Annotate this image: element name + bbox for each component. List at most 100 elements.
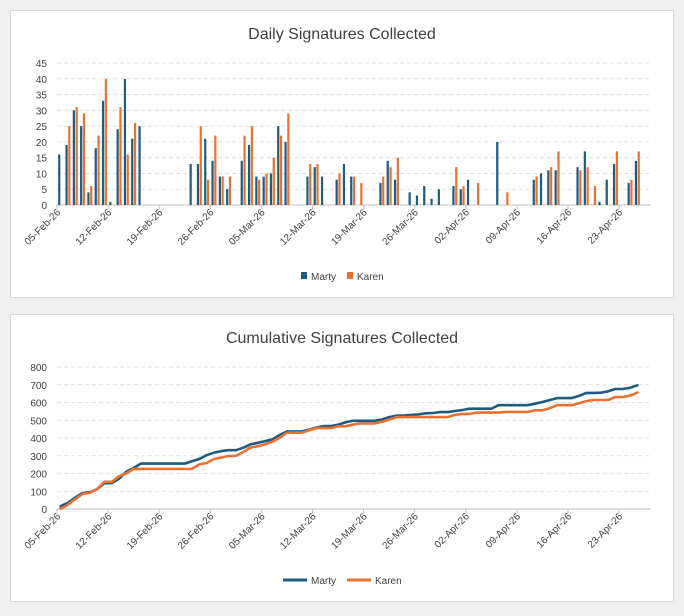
- x-tick-label: 09-Apr-26: [484, 511, 524, 551]
- bar-karen: [287, 113, 290, 205]
- bar-karen: [615, 151, 618, 205]
- bar-marty: [87, 192, 90, 205]
- bar-karen: [579, 170, 582, 205]
- y-tick-label: 300: [30, 452, 47, 463]
- bar-marty: [627, 182, 630, 205]
- x-tick-label: 12-Mar-26: [278, 511, 319, 552]
- bar-marty: [277, 126, 280, 205]
- bar-marty: [554, 170, 557, 205]
- chart-title: Cumulative Signatures Collected: [226, 330, 458, 347]
- bar-karen: [90, 186, 93, 205]
- cumulative-signatures-chart: Cumulative Signatures Collected 0 100 200 3…: [10, 314, 674, 602]
- bar-marty: [116, 129, 119, 205]
- bar-karen: [104, 78, 107, 205]
- bar-marty: [437, 189, 440, 205]
- bar-karen: [97, 135, 100, 205]
- x-tick-label: 19-Feb-26: [125, 511, 166, 552]
- bar-karen: [214, 135, 217, 205]
- x-tick-label: 12-Feb-26: [74, 511, 115, 552]
- bar-marty: [415, 195, 419, 205]
- bar-marty: [262, 176, 265, 205]
- bar-marty: [598, 201, 601, 205]
- bar-karen: [228, 176, 232, 205]
- daily-plot-area: 0 5 10 15 20 25 30 35 40 45 05-Feb-26 12-Feb-26 19-F…: [23, 59, 651, 248]
- y-tick-label: 10: [36, 169, 48, 180]
- bar-marty: [386, 160, 389, 205]
- bar-marty: [393, 179, 397, 205]
- y-tick-label: 25: [36, 122, 48, 133]
- y-tick-label: 600: [30, 399, 47, 410]
- bar-marty: [423, 186, 426, 205]
- bar-marty: [123, 78, 127, 205]
- x-tick-label: 19-Mar-26: [329, 511, 370, 552]
- bar-marty: [65, 145, 68, 205]
- bar-karen: [382, 176, 385, 205]
- line-karen: [59, 391, 639, 511]
- bar-marty: [196, 163, 200, 205]
- bar-marty: [218, 176, 221, 205]
- bar-marty: [226, 189, 229, 205]
- y-tick-label: 35: [36, 91, 48, 102]
- bar-karen: [586, 167, 589, 205]
- bar-karen: [250, 126, 253, 205]
- bar-marty: [459, 189, 462, 205]
- x-tick-label: 05-Feb-26: [23, 511, 64, 552]
- bar-karen: [82, 113, 86, 205]
- bar-marty: [80, 126, 83, 205]
- bar-marty: [204, 138, 207, 205]
- bar-marty: [306, 176, 309, 205]
- bar-marty: [466, 179, 470, 205]
- x-tick-label: 16-Apr-26: [535, 207, 575, 247]
- bar-marty: [189, 163, 192, 205]
- bar-karen: [535, 176, 538, 205]
- bar-marty: [72, 110, 75, 205]
- bar-karen: [316, 163, 319, 205]
- bar-karen: [462, 186, 465, 205]
- y-tick-label: 700: [30, 381, 47, 392]
- bar-marty: [320, 176, 324, 205]
- bar-karen: [389, 167, 392, 205]
- legend-swatch-karen: [347, 272, 353, 279]
- bar-karen: [338, 173, 341, 205]
- bar-karen: [279, 135, 283, 205]
- bar-marty: [101, 100, 105, 205]
- x-tick-label: 26-Mar-26: [380, 511, 421, 552]
- bar-karen: [550, 167, 553, 205]
- bar-karen: [258, 179, 261, 205]
- bar-karen: [630, 179, 633, 205]
- y-tick-label: 20: [36, 138, 48, 149]
- bar-marty: [539, 173, 543, 205]
- bar-karen: [126, 154, 129, 205]
- y-tick-label: 200: [30, 470, 47, 481]
- bar-marty: [313, 167, 316, 205]
- bar-marty: [379, 182, 382, 205]
- bar-marty: [211, 160, 214, 205]
- bar-karen: [272, 157, 275, 205]
- x-tick-label: 05-Feb-26: [23, 207, 64, 248]
- bar-marty: [576, 167, 579, 205]
- bar-marty: [255, 176, 258, 205]
- bar-marty: [612, 163, 616, 205]
- bar-marty: [342, 163, 346, 205]
- bar-karen: [68, 126, 71, 205]
- bar-marty: [634, 160, 638, 205]
- bar-marty: [58, 154, 61, 205]
- bar-karen: [360, 182, 363, 205]
- legend: Marty Karen: [283, 576, 402, 587]
- y-tick-label: 0: [41, 201, 47, 212]
- bar-marty: [605, 179, 608, 205]
- bar-karen: [206, 179, 210, 205]
- legend-label-marty: Marty: [311, 576, 336, 587]
- bar-marty: [94, 148, 97, 205]
- x-tick-label: 12-Mar-26: [278, 207, 319, 248]
- legend-swatch-marty: [301, 272, 307, 279]
- bar-marty: [269, 173, 273, 205]
- y-tick-label: 5: [41, 185, 47, 196]
- bar-karen: [265, 173, 268, 205]
- bar-marty: [452, 186, 455, 205]
- x-tick-label: 05-Mar-26: [227, 511, 268, 552]
- bar-marty: [131, 138, 134, 205]
- line-marty: [59, 384, 639, 508]
- bar-karen: [352, 176, 356, 205]
- bar-marty: [408, 192, 411, 205]
